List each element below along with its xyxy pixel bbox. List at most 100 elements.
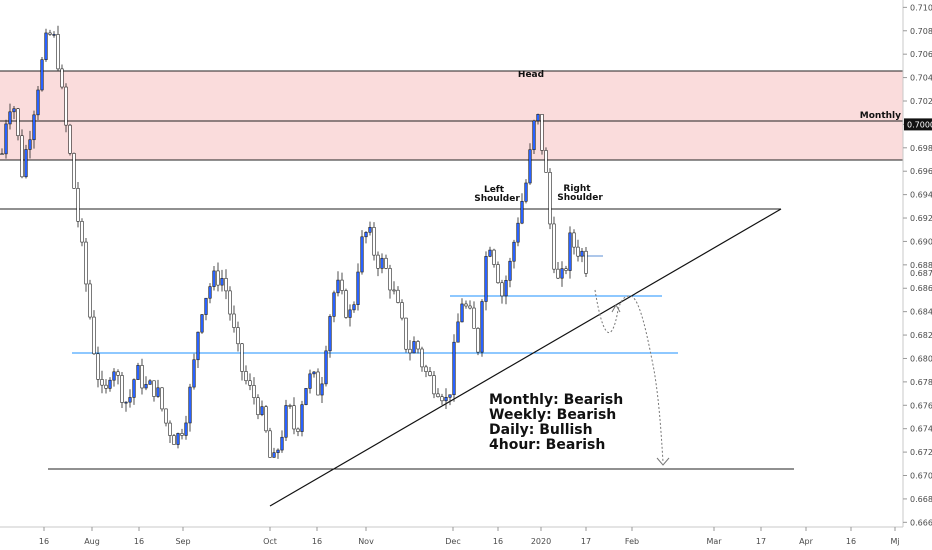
candle-bear [492,249,496,265]
time-tick-label: 2020 [531,537,551,546]
candle-bull [8,111,12,125]
candle-bear [440,396,444,402]
candle-bear [180,433,184,436]
candle-bull [364,232,368,238]
annotation-right: Right [563,184,591,194]
candle-bear [240,343,244,372]
candle-bull [144,384,148,389]
price-tick-label: 0.70400 [910,74,932,83]
candle-bear [476,328,480,353]
candle-bear [548,172,552,225]
candle-bear [216,270,220,286]
candle-bull [480,301,484,353]
candle-bull [300,404,304,432]
candle-bull [192,359,196,388]
price-tick-label: 0.68400 [910,308,932,317]
price-tick-label: 0.68800 [910,261,932,270]
candle-bear [584,250,588,274]
candle-bear [76,188,80,222]
time-tick-label: Oct [263,537,277,546]
candle-bear [384,257,388,269]
current-price-label: 0.68730 [910,269,932,278]
price-tick-label: 0.69800 [910,144,932,153]
candle-bear [164,408,168,424]
candle-bear [104,384,108,389]
candle-bull [484,256,488,302]
candle-bear [88,283,92,318]
candle-bull [276,449,280,453]
candle-bear [100,379,104,386]
price-tick-label: 0.68600 [910,284,932,293]
annotation-head: Head [518,70,544,80]
price-tick-label: 0.71000 [910,3,932,12]
candle-bear [256,397,260,416]
candle-bull [128,397,132,403]
candle-bull [260,406,264,416]
time-tick-label: Feb [625,537,639,546]
price-tick-label: 0.68000 [910,354,932,363]
candle-bull [516,222,520,243]
bias-weekly: Weekly: Bearish [489,407,616,423]
candle-bull [380,257,384,269]
time-tick-label: Mj [890,537,899,546]
candle-bull [356,271,360,305]
projection-arrow-up-icon [611,303,621,313]
candle-bear [16,108,20,137]
candle-bear [20,135,24,178]
bias-daily: Daily: Bullish [489,422,593,438]
candle-bull [452,341,456,396]
candle-bull [504,280,508,297]
candle-bull [200,314,204,333]
candle-bull [24,149,28,178]
highlighted-price-label: 0.70000 [907,120,932,129]
candle-bull [488,249,492,257]
candle-bull [124,401,128,404]
candle-bull [52,34,56,36]
candle-bear [288,405,292,407]
candle-bull [336,279,340,294]
candle-bear [168,422,172,436]
highlighted-price-box [904,118,932,131]
price-tick-label: 0.67400 [910,425,932,434]
projection-arrow-down-icon [656,457,670,466]
candle-bear [116,371,120,376]
time-tick-label: 16 [134,537,144,546]
candle-bull [320,383,324,396]
candle-bull [532,120,536,151]
candle-bull [448,394,452,398]
candle-bull [156,387,160,397]
price-tick-label: 0.69600 [910,167,932,176]
projection-path [594,289,664,463]
candle-bear [424,366,428,372]
candle-bear [372,227,376,256]
candle-bull [132,379,136,398]
candle-bear [268,430,272,458]
candle-bear [224,278,228,292]
candle-bear [576,246,580,257]
candle-bull [308,373,312,389]
time-tick-label: 16 [493,537,503,546]
candle-bear [416,341,420,350]
price-axis[interactable]: 0.71000 0.70800 0.70600 0.70400 0.70200 0.700… [903,3,932,527]
candle-bull [348,309,352,318]
candle-bear [464,303,468,307]
annotation-left-shoulder: Shoulder [474,194,520,204]
candle-bear [296,428,300,432]
candle-bear [408,348,412,354]
candle-bear [556,268,560,279]
candle-bear [292,405,296,430]
candle-bull [28,139,32,150]
time-axis[interactable]: 16 Aug 16 Sep Oct 16 Nov Dec 16 2020 17 Feb Mar 17 Apr… [39,527,900,546]
candle-bear [572,232,576,248]
candle-bear [392,289,396,292]
time-tick-label: 16 [39,537,49,546]
candle-bear [56,34,60,70]
candle-bear [428,371,432,376]
candle-bull [352,304,356,311]
annotation-right-shoulder: Shoulder [557,193,603,203]
time-tick-label: 16 [846,537,856,546]
candle-bull [512,241,516,262]
candle-bull [136,365,140,380]
time-tick-label: Apr [799,537,814,546]
